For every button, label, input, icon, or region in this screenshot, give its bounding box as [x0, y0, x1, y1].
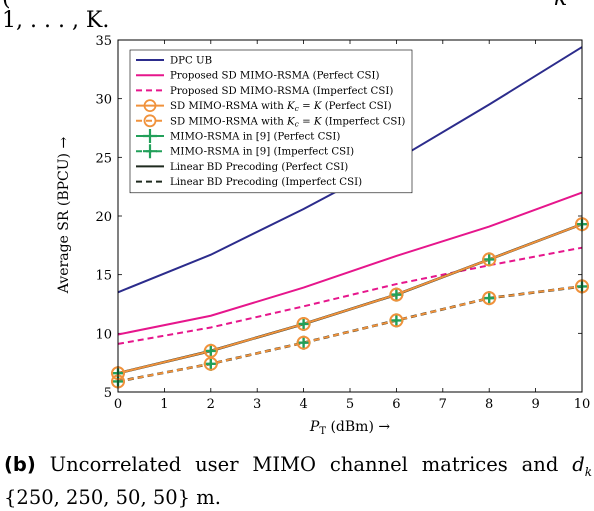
- x-tick-label: 4: [299, 397, 307, 412]
- data-point-plus: [389, 313, 404, 328]
- caption-word: matrices: [421, 453, 508, 476]
- caption-word: and: [521, 453, 559, 476]
- plot-frame: [117, 39, 583, 393]
- x-tick-label: 10: [574, 397, 591, 412]
- data-point-plus: [482, 252, 497, 267]
- legend-swatch-circle: [143, 99, 157, 112]
- y-tick-label: 20: [95, 210, 112, 225]
- legend-entry: Linear BD Precoding (Imperfect CSI): [136, 176, 362, 188]
- data-point-plus: [296, 335, 311, 350]
- y-tick-label: 5: [104, 386, 112, 401]
- legend-swatch-plus: [143, 144, 157, 159]
- legend-label: SD MIMO-RSMA with Kc = K (Perfect CSI): [170, 100, 392, 113]
- x-tick-label: 2: [207, 397, 215, 412]
- legend-entry: DPC UB: [136, 56, 212, 67]
- header-fragment-line1-right: k: [554, 0, 567, 12]
- data-point-circle: [482, 252, 497, 267]
- y-tick-label: 25: [95, 151, 112, 166]
- legend-entry: SD MIMO-RSMA with Kc = K (Perfect CSI): [136, 99, 392, 113]
- legend-label: MIMO-RSMA in [9] (Perfect CSI): [170, 131, 340, 143]
- series-line: [117, 222, 583, 375]
- caption-word: channel: [329, 453, 408, 476]
- data-point-plus: [296, 316, 311, 331]
- data-point-circle: [296, 316, 311, 331]
- data-point-plus: [389, 287, 404, 302]
- data-point-plus: [203, 343, 218, 358]
- legend-label: SD MIMO-RSMA with Kc = K (Imperfect CSI): [170, 115, 405, 128]
- data-point-plus: [482, 291, 497, 306]
- y-axis-label-text: Average SR (BPCU) →: [56, 137, 72, 295]
- x-tick-label: 7: [439, 397, 447, 412]
- caption-line2: {250, 250, 50, 50} m.: [4, 485, 221, 509]
- caption-word: Uncorrelated: [49, 453, 182, 476]
- legend-entry: SD MIMO-RSMA with Kc = K (Imperfect CSI): [136, 114, 405, 128]
- legend-swatch-circle: [143, 114, 157, 128]
- x-tick-label: 3: [253, 397, 261, 412]
- data-point-circle: [389, 313, 404, 328]
- series-markers: [111, 217, 589, 389]
- legend-box: [129, 49, 413, 194]
- y-tick-label: 30: [95, 93, 112, 108]
- legend-label: Proposed SD MIMO-RSMA (Imperfect CSI): [170, 85, 393, 97]
- line-chart: Average SR (BPCU) → PT (dBm) → 0 1 2 3 4 5 6 7 8…: [56, 34, 590, 437]
- data-point-circle: [389, 287, 404, 302]
- x-tick-label: 5: [346, 397, 354, 412]
- series-line: [117, 191, 583, 336]
- legend-label: MIMO-RSMA in [9] (Imperfect CSI): [170, 146, 354, 158]
- series-line: [117, 246, 583, 345]
- axis-ticks: 0 1 2 3 4 5 6 7 8 9 10 5 10 15 20 25 30 35: [95, 34, 590, 412]
- series-line: [117, 223, 583, 375]
- header-fragment-line1: (: [2, 0, 11, 12]
- legend-entry: MIMO-RSMA in [9] (Imperfect CSI): [136, 144, 354, 159]
- header-fragment-line2: 1, . . . , K.: [2, 8, 110, 33]
- data-point-plus: [203, 356, 218, 371]
- data-point-circle: [296, 335, 311, 350]
- legend-label: DPC UB: [170, 56, 212, 67]
- y-axis-label: Average SR (BPCU) →: [56, 137, 72, 295]
- series-line: [117, 285, 583, 383]
- legend-swatch-plus: [143, 129, 157, 143]
- legend-label: Proposed SD MIMO-RSMA (Perfect CSI): [170, 70, 380, 82]
- legend-entry: MIMO-RSMA in [9] (Perfect CSI): [136, 129, 340, 143]
- caption-label: (b): [4, 453, 36, 476]
- y-tick-label: 15: [95, 269, 112, 284]
- legend: DPC UB Proposed SD MIMO-RSMA (Perfect CSI…: [129, 49, 413, 194]
- x-tick-label: 6: [392, 397, 400, 412]
- figure-caption: (b) Uncorrelated user MIMO channel matrices a…: [4, 452, 592, 511]
- x-tick-label: 0: [114, 397, 122, 412]
- legend-label: Linear BD Precoding (Imperfect CSI): [170, 176, 362, 188]
- legend-entry: Linear BD Precoding (Perfect CSI): [136, 161, 348, 173]
- data-point-circle: [482, 291, 497, 306]
- legend-label: Linear BD Precoding (Perfect CSI): [170, 161, 348, 173]
- x-axis-label-text: PT (dBm) →: [309, 419, 390, 437]
- y-tick-label: 35: [95, 34, 112, 49]
- legend-entry: Proposed SD MIMO-RSMA (Perfect CSI): [136, 70, 380, 82]
- y-tick-label: 10: [95, 327, 112, 342]
- data-point-circle: [203, 356, 218, 371]
- x-tick-label: 9: [531, 397, 539, 412]
- legend-entry: Proposed SD MIMO-RSMA (Imperfect CSI): [136, 85, 393, 97]
- x-axis-label: PT (dBm) →: [309, 419, 390, 437]
- caption-word: MIMO: [252, 453, 317, 476]
- x-tick-label: 1: [160, 397, 168, 412]
- caption-word: user: [195, 453, 239, 476]
- caption-line1: (b) Uncorrelated user MIMO channel matrices a…: [4, 452, 592, 485]
- x-tick-label: 8: [485, 397, 493, 412]
- caption-variable: dk: [572, 453, 592, 479]
